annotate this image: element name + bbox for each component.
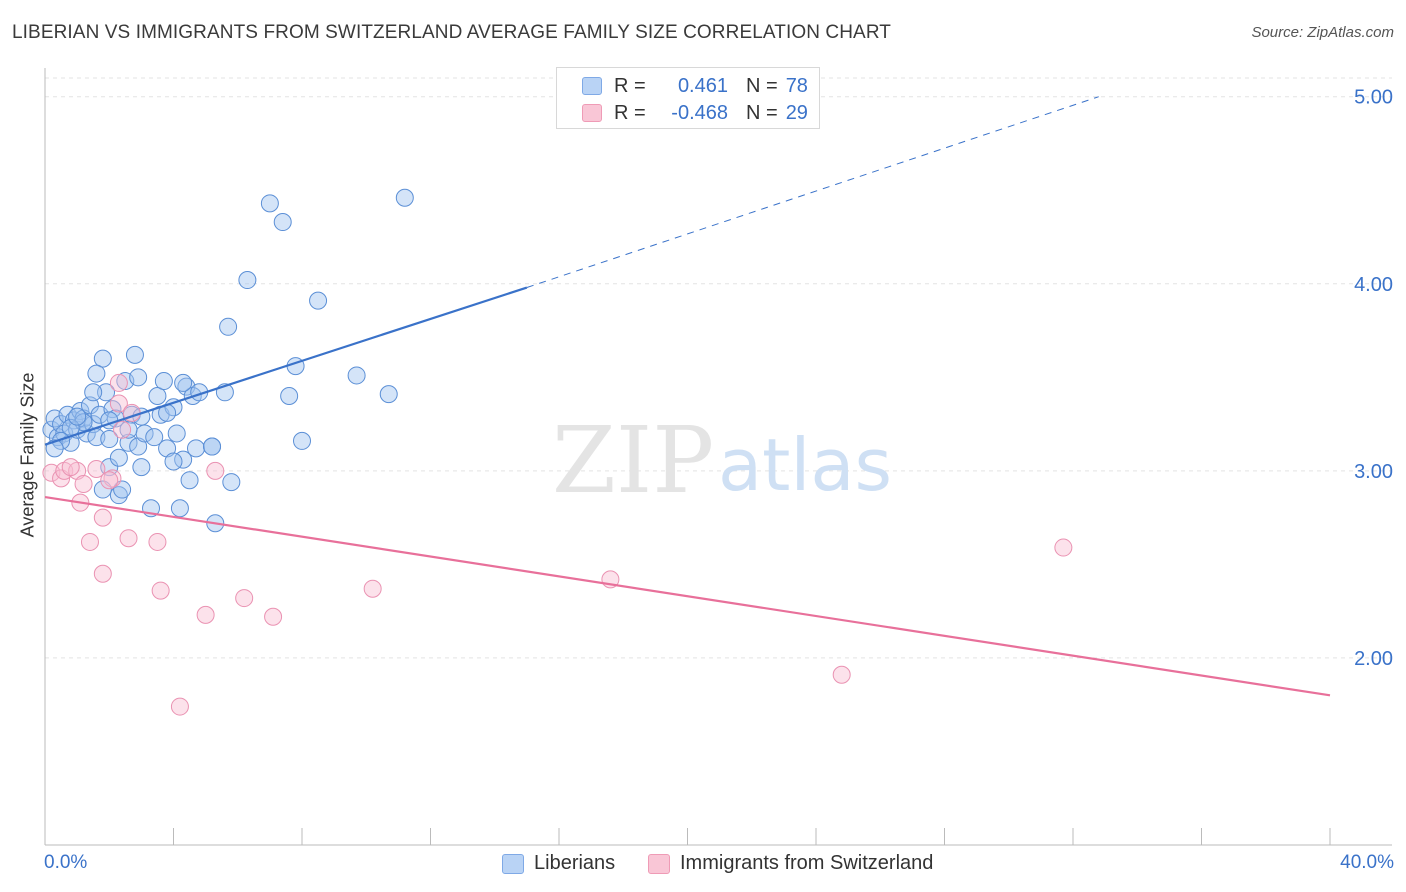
- point-switzerland: [148, 532, 167, 551]
- point-liberians: [219, 317, 238, 336]
- y-tick-label: 5.00: [1354, 87, 1393, 109]
- point-switzerland: [151, 581, 170, 600]
- point-liberians: [148, 387, 167, 406]
- point-liberians: [52, 431, 71, 450]
- point-switzerland: [363, 579, 382, 598]
- point-liberians: [293, 431, 311, 450]
- point-switzerland: [235, 589, 254, 608]
- y-tick-label: 3.00: [1354, 461, 1393, 483]
- point-liberians: [222, 473, 241, 492]
- watermark-zip: ZIP: [552, 407, 714, 514]
- point-switzerland: [196, 605, 215, 624]
- point-liberians: [84, 383, 103, 402]
- point-switzerland: [1054, 538, 1073, 557]
- point-liberians: [129, 437, 148, 456]
- legend-item-liberians: Liberians: [502, 852, 615, 875]
- point-liberians: [129, 368, 148, 387]
- point-liberians: [100, 430, 119, 449]
- point-switzerland: [119, 529, 138, 548]
- y-tick-label: 2.00: [1354, 648, 1393, 670]
- r-label: R =: [614, 101, 646, 124]
- point-liberians: [93, 349, 112, 368]
- pink-swatch-icon: [648, 853, 670, 874]
- trend-lines: [44, 96, 1331, 697]
- point-liberians: [164, 452, 183, 471]
- n-label: N =: [746, 74, 778, 97]
- legend-label-switzerland: Immigrants from Switzerland: [680, 852, 934, 874]
- point-liberians: [109, 486, 128, 505]
- point-switzerland: [74, 474, 93, 493]
- point-liberians: [238, 271, 257, 290]
- pink-swatch-icon: [582, 104, 602, 122]
- y-tick-label: 4.00: [1354, 274, 1393, 296]
- point-switzerland: [109, 373, 128, 392]
- point-liberians: [180, 471, 199, 490]
- point-switzerland: [61, 458, 80, 477]
- blue-swatch-icon: [502, 853, 524, 874]
- n-value: 78: [785, 74, 808, 97]
- point-switzerland: [832, 665, 851, 684]
- point-switzerland: [109, 394, 128, 413]
- point-switzerland: [206, 461, 225, 480]
- point-liberians: [260, 194, 279, 213]
- point-liberians: [379, 385, 398, 404]
- point-switzerland: [264, 607, 283, 626]
- x-tick-max: 40.0%: [1340, 852, 1394, 873]
- data-points: [42, 188, 1073, 716]
- point-liberians: [395, 188, 414, 207]
- n-label: N =: [746, 101, 778, 124]
- trend-liberians: [44, 286, 528, 446]
- legend-item-switzerland: Immigrants from Switzerland: [648, 852, 933, 875]
- point-liberians: [109, 448, 128, 467]
- point-liberians: [125, 345, 144, 364]
- point-liberians: [167, 424, 186, 443]
- point-liberians: [174, 373, 193, 392]
- legend-row-switzerland: R = -0.468 N = 29: [557, 99, 808, 127]
- point-liberians: [97, 383, 116, 402]
- point-liberians: [203, 437, 222, 456]
- n-value: 29: [785, 101, 808, 124]
- legend-label-liberians: Liberians: [534, 852, 616, 874]
- point-switzerland: [170, 697, 189, 716]
- x-tick-min: 0.0%: [44, 852, 88, 873]
- point-liberians: [132, 458, 151, 477]
- point-liberians: [154, 372, 173, 391]
- y-axis-label: Average Family Size: [17, 372, 38, 538]
- r-value: -0.468: [671, 101, 728, 124]
- point-liberians: [158, 439, 177, 458]
- r-label: R =: [614, 74, 646, 97]
- axes: [44, 68, 1392, 846]
- point-liberians: [186, 439, 205, 458]
- point-liberians: [45, 439, 64, 458]
- point-liberians: [273, 213, 292, 232]
- point-switzerland: [93, 508, 112, 527]
- blue-swatch-icon: [582, 77, 602, 95]
- point-liberians: [68, 407, 87, 426]
- point-switzerland: [93, 564, 112, 583]
- trend-switzerland: [44, 495, 1331, 697]
- gridlines: [45, 77, 1392, 659]
- y-tick-labels: 2.00 3.00 4.00 5.00: [1354, 87, 1393, 670]
- source-label: Source: ZipAtlas.com: [1251, 24, 1394, 41]
- point-liberians: [145, 428, 164, 447]
- point-switzerland: [100, 471, 119, 490]
- r-value: 0.461: [677, 74, 728, 97]
- legend-row-liberians: R = 0.461 N = 78: [557, 72, 808, 100]
- point-liberians: [87, 364, 106, 383]
- point-liberians: [119, 433, 138, 452]
- point-liberians: [309, 291, 328, 310]
- point-switzerland: [103, 469, 122, 488]
- trend-liberians-extension: [526, 96, 1099, 288]
- chart-title: LIBERIAN VS IMMIGRANTS FROM SWITZERLAND …: [12, 22, 892, 43]
- point-switzerland: [80, 532, 99, 551]
- point-liberians: [170, 499, 189, 518]
- watermark-atlas: atlas: [718, 423, 892, 507]
- point-liberians: [347, 366, 366, 385]
- point-switzerland: [113, 420, 132, 439]
- point-liberians: [280, 387, 299, 406]
- point-switzerland: [87, 459, 106, 478]
- stats-legend: R = 0.461 N = 78 R = -0.468 N = 29: [556, 67, 820, 129]
